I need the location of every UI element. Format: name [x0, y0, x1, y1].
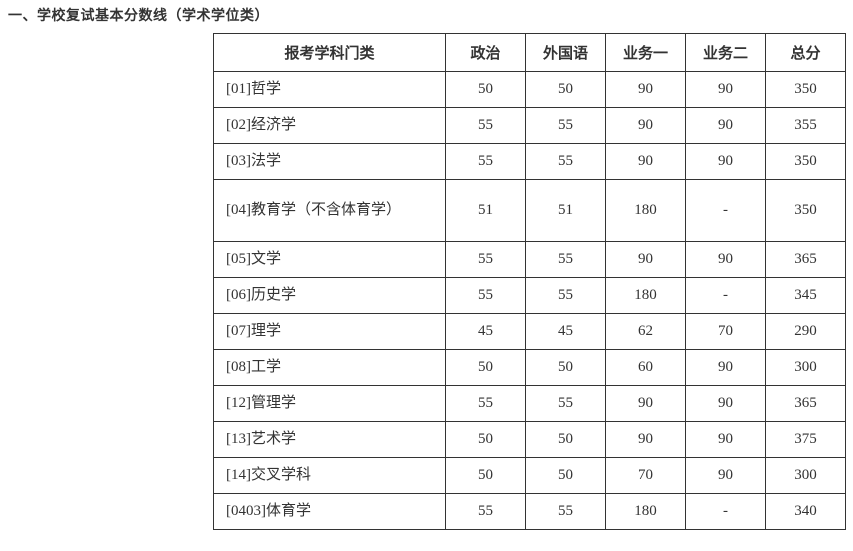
- table-header-row: 报考学科门类 政治 外国语 业务一 业务二 总分: [213, 33, 846, 72]
- score-cell: 300: [765, 349, 846, 386]
- score-cell: 55: [445, 107, 526, 144]
- score-cell: 55: [445, 143, 526, 180]
- score-cell: 90: [605, 241, 686, 278]
- category-cell: [0403]体育学: [213, 493, 446, 530]
- score-cell: 50: [525, 349, 606, 386]
- table-row: [14]交叉学科 50 50 70 90 300: [213, 457, 846, 494]
- header-politics: 政治: [445, 33, 526, 72]
- table-row: [08]工学 50 50 60 90 300: [213, 349, 846, 386]
- score-cell: 70: [605, 457, 686, 494]
- header-category: 报考学科门类: [213, 33, 446, 72]
- score-cell: 90: [685, 349, 766, 386]
- score-cell: 90: [685, 71, 766, 108]
- score-cell: 290: [765, 313, 846, 350]
- score-cell: 90: [605, 71, 686, 108]
- score-cell: 50: [525, 457, 606, 494]
- score-cell: 90: [685, 241, 766, 278]
- header-subject-two: 业务二: [685, 33, 766, 72]
- score-cell: 375: [765, 421, 846, 458]
- score-cell: 55: [525, 493, 606, 530]
- category-cell: [08]工学: [213, 349, 446, 386]
- category-cell: [01]哲学: [213, 71, 446, 108]
- score-cell: -: [685, 179, 766, 242]
- score-cell: 50: [445, 71, 526, 108]
- score-cell: 55: [525, 107, 606, 144]
- score-cell: -: [685, 493, 766, 530]
- score-cell: 350: [765, 143, 846, 180]
- table-row: [13]艺术学 50 50 90 90 375: [213, 421, 846, 458]
- score-cell: 340: [765, 493, 846, 530]
- score-table: 报考学科门类 政治 外国语 业务一 业务二 总分 [01]哲学 50 50 90…: [213, 33, 846, 530]
- score-cell: 50: [445, 349, 526, 386]
- table-row: [04]教育学（不含体育学） 51 51 180 - 350: [213, 179, 846, 242]
- score-cell: 55: [445, 493, 526, 530]
- score-cell: 180: [605, 277, 686, 314]
- table-row: [06]历史学 55 55 180 - 345: [213, 277, 846, 314]
- header-subject-one: 业务一: [605, 33, 686, 72]
- category-cell: [13]艺术学: [213, 421, 446, 458]
- score-cell: 90: [685, 421, 766, 458]
- score-cell: 45: [525, 313, 606, 350]
- score-cell: 50: [525, 71, 606, 108]
- score-cell: 90: [605, 421, 686, 458]
- score-cell: 70: [685, 313, 766, 350]
- score-cell: 51: [445, 179, 526, 242]
- score-cell: 60: [605, 349, 686, 386]
- category-cell: [05]文学: [213, 241, 446, 278]
- category-cell: [02]经济学: [213, 107, 446, 144]
- score-cell: 350: [765, 179, 846, 242]
- score-cell: 55: [445, 277, 526, 314]
- score-cell: 55: [525, 143, 606, 180]
- score-cell: 50: [445, 421, 526, 458]
- score-cell: 90: [685, 385, 766, 422]
- score-cell: 55: [525, 277, 606, 314]
- score-cell: 300: [765, 457, 846, 494]
- category-cell: [14]交叉学科: [213, 457, 446, 494]
- table-row: [01]哲学 50 50 90 90 350: [213, 71, 846, 108]
- score-cell: 55: [525, 385, 606, 422]
- score-cell: 90: [605, 107, 686, 144]
- score-cell: 50: [445, 457, 526, 494]
- category-cell: [06]历史学: [213, 277, 446, 314]
- score-cell: 350: [765, 71, 846, 108]
- score-cell: 55: [445, 241, 526, 278]
- score-cell: 50: [525, 421, 606, 458]
- table-row: [12]管理学 55 55 90 90 365: [213, 385, 846, 422]
- score-cell: 345: [765, 277, 846, 314]
- page-title: 一、学校复试基本分数线（学术学位类）: [8, 7, 269, 23]
- score-cell: 55: [525, 241, 606, 278]
- header-total-score: 总分: [765, 33, 846, 72]
- score-cell: 355: [765, 107, 846, 144]
- table-row: [03]法学 55 55 90 90 350: [213, 143, 846, 180]
- score-cell: 45: [445, 313, 526, 350]
- score-cell: 51: [525, 179, 606, 242]
- table-row: [05]文学 55 55 90 90 365: [213, 241, 846, 278]
- score-cell: 90: [605, 143, 686, 180]
- table-row: [07]理学 45 45 62 70 290: [213, 313, 846, 350]
- score-cell: -: [685, 277, 766, 314]
- score-cell: 90: [685, 107, 766, 144]
- table-row: [02]经济学 55 55 90 90 355: [213, 107, 846, 144]
- category-cell: [03]法学: [213, 143, 446, 180]
- header-foreign-language: 外国语: [525, 33, 606, 72]
- category-cell: [12]管理学: [213, 385, 446, 422]
- table-row: [0403]体育学 55 55 180 - 340: [213, 493, 846, 530]
- score-cell: 180: [605, 179, 686, 242]
- score-cell: 62: [605, 313, 686, 350]
- score-cell: 365: [765, 385, 846, 422]
- score-cell: 90: [685, 143, 766, 180]
- score-cell: 55: [445, 385, 526, 422]
- score-cell: 90: [685, 457, 766, 494]
- score-cell: 365: [765, 241, 846, 278]
- score-cell: 180: [605, 493, 686, 530]
- category-cell: [04]教育学（不含体育学）: [213, 179, 446, 242]
- category-cell: [07]理学: [213, 313, 446, 350]
- score-cell: 90: [605, 385, 686, 422]
